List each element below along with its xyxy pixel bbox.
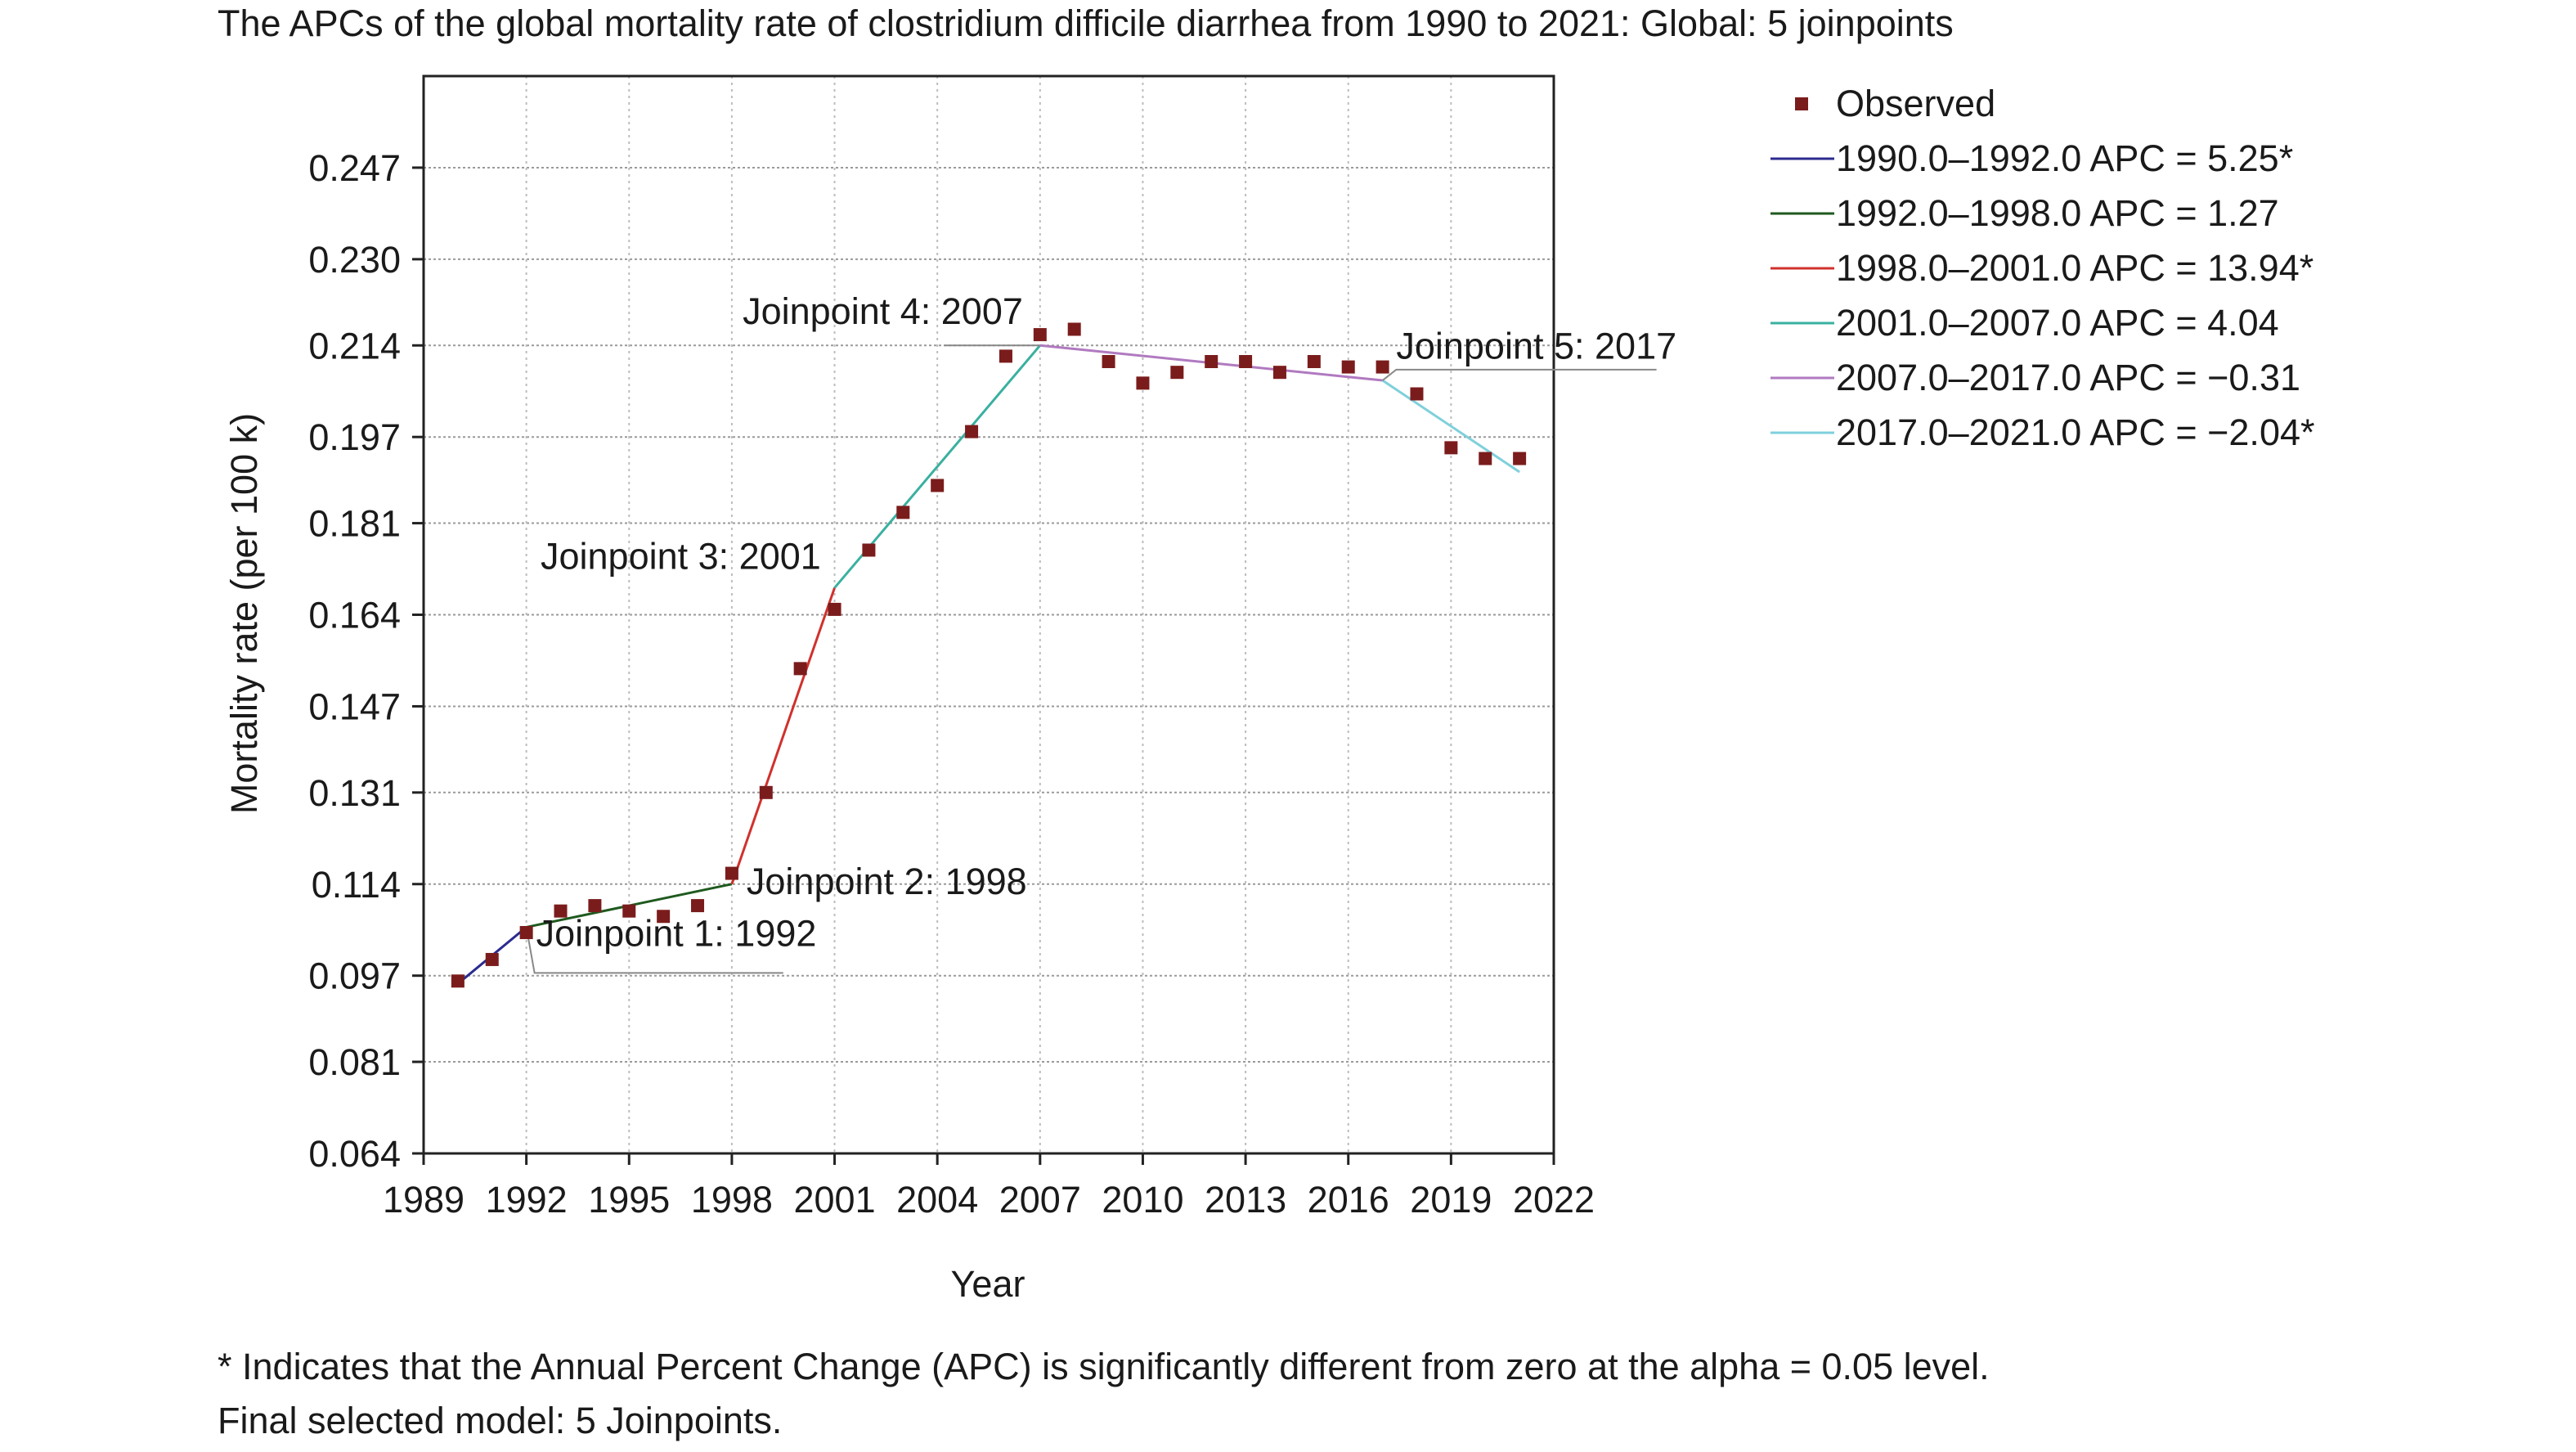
observed-point — [691, 899, 705, 913]
observed-point — [1239, 355, 1253, 369]
series-line — [1381, 379, 1520, 474]
y-tick-label: 0.181 — [308, 503, 401, 545]
x-tick-label: 1995 — [588, 1179, 670, 1220]
observed-point — [1136, 376, 1150, 390]
observed-point — [1513, 452, 1527, 465]
observed-point — [485, 952, 499, 966]
x-axis-label: Year — [951, 1263, 1025, 1305]
observed-point — [1341, 360, 1355, 374]
observed-point — [622, 904, 636, 918]
footnote-significance: * Indicates that the Annual Percent Chan… — [218, 1346, 1990, 1387]
grid — [424, 76, 1554, 1153]
legend-label-observed: Observed — [1836, 83, 1995, 124]
x-tick-label: 2019 — [1410, 1179, 1492, 1220]
observed-point — [1307, 355, 1321, 369]
y-axis-label: Mortality rate (per 100 k) — [223, 413, 265, 814]
y-tick-label: 0.131 — [308, 772, 401, 814]
footnote-model: Final selected model: 5 Joinpoints. — [218, 1400, 782, 1441]
observed-point — [1376, 360, 1389, 374]
observed-point — [862, 543, 876, 557]
observed-point — [451, 974, 464, 988]
observed-point — [999, 349, 1012, 363]
legend-marker-observed — [1795, 97, 1808, 110]
observed-points — [451, 322, 1527, 988]
legend-label: 1998.0–2001.0 APC = 13.94* — [1836, 247, 2313, 289]
annotation-leader — [525, 927, 783, 974]
x-tick-label: 2001 — [793, 1179, 875, 1220]
y-tick-label: 0.164 — [308, 595, 401, 636]
observed-point — [896, 506, 910, 519]
y-tick-label: 0.147 — [308, 686, 401, 727]
y-tick-label: 0.064 — [308, 1133, 401, 1175]
joinpoint-label: Joinpoint 3: 2001 — [541, 536, 821, 578]
joinpoint-label: Joinpoint 5: 2017 — [1396, 326, 1676, 367]
observed-point — [1102, 355, 1115, 369]
y-tick-label: 0.214 — [308, 325, 401, 366]
observed-point — [793, 662, 807, 676]
legend-label: 1990.0–1992.0 APC = 5.25* — [1836, 137, 2293, 179]
joinpoint-label: Joinpoint 4: 2007 — [743, 290, 1023, 332]
observed-point — [1410, 387, 1424, 401]
y-tick-label: 0.081 — [308, 1041, 401, 1083]
observed-point — [759, 785, 773, 799]
x-tick-label: 2016 — [1308, 1179, 1389, 1220]
observed-point — [1205, 355, 1218, 369]
legend-label: 1992.0–1998.0 APC = 1.27 — [1836, 192, 2279, 234]
observed-point — [1067, 322, 1081, 336]
joinpoint-annotations: Joinpoint 1: 1992 Joinpoint 2: 1998 Joinpo… — [525, 290, 1676, 974]
observed-point — [1444, 441, 1458, 455]
legend: Observed 1990.0–1992.0 APC = 5.25* 1992.0–… — [1770, 83, 2315, 453]
observed-point — [554, 904, 568, 918]
y-tick-label: 0.097 — [308, 955, 401, 997]
observed-point — [519, 926, 533, 940]
legend-label: 2007.0–2017.0 APC = −0.31 — [1836, 357, 2300, 398]
y-tick-label: 0.197 — [308, 416, 401, 458]
annotation-leader — [1381, 368, 1657, 381]
observed-point — [1170, 366, 1184, 380]
y-tick-label: 0.247 — [308, 147, 401, 189]
joinpoint-label: Joinpoint 1: 1992 — [536, 912, 817, 954]
chart-title: The APCs of the global mortality rate of… — [218, 2, 1954, 44]
y-tick-label: 0.230 — [308, 239, 401, 281]
observed-point — [1479, 452, 1492, 465]
legend-label: 2017.0–2021.0 APC = −2.04* — [1836, 411, 2315, 453]
series-line — [730, 587, 836, 885]
y-tick-label: 0.114 — [312, 864, 401, 906]
x-tick-label: 1989 — [383, 1179, 464, 1220]
x-tick-label: 2007 — [999, 1179, 1081, 1220]
observed-point — [725, 866, 738, 880]
observed-point — [1272, 366, 1286, 380]
legend-label: 2001.0–2007.0 APC = 4.04 — [1836, 302, 2279, 344]
observed-point — [931, 479, 945, 492]
observed-point — [828, 602, 841, 616]
x-tick-label: 1998 — [691, 1179, 773, 1220]
x-tick-label: 2004 — [896, 1179, 978, 1220]
x-tick-label: 2022 — [1513, 1179, 1595, 1220]
x-tick-label: 1992 — [486, 1179, 568, 1220]
axes: 0.064 0.081 0.097 0.114 0.131 0.147 0.164 0.181… — [308, 74, 1595, 1220]
observed-point — [965, 425, 979, 438]
x-tick-label: 2013 — [1205, 1179, 1286, 1220]
x-tick-label: 2010 — [1102, 1179, 1183, 1220]
observed-point — [657, 910, 671, 924]
observed-point — [588, 899, 602, 913]
observed-point — [1033, 328, 1047, 342]
joinpoint-label: Joinpoint 2: 1998 — [747, 861, 1027, 902]
